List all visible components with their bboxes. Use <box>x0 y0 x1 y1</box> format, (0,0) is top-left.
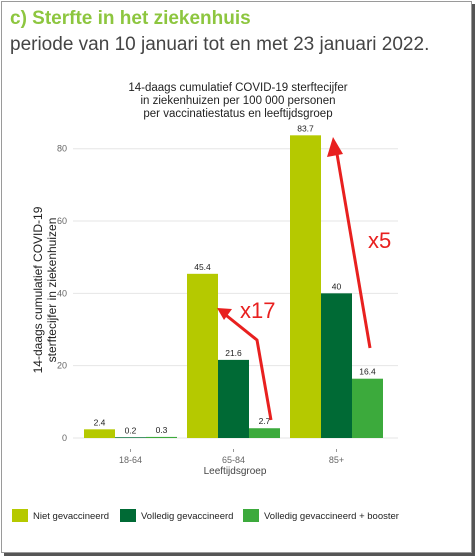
bar-value-label: 16.4 <box>359 367 376 377</box>
x-tick-label: 18-64 <box>119 455 142 465</box>
annotation-arrows <box>217 137 372 421</box>
bar <box>352 378 383 438</box>
arrow-x17-line <box>221 310 273 421</box>
legend-label-not-vaccinated: Niet gevaccineerd <box>33 511 109 522</box>
bar-value-label: 0.2 <box>125 425 137 435</box>
y-tick-label: 0 <box>62 433 67 443</box>
bar <box>84 429 115 438</box>
arrow-x5-head <box>327 137 343 157</box>
y-tick-label: 20 <box>57 361 67 371</box>
bar-value-label: 40 <box>332 281 342 291</box>
y-axis-label-line-1: 14-daags cumulatief COVID-19 <box>31 206 45 373</box>
bar <box>290 135 321 438</box>
bar-value-label: 83.7 <box>297 123 314 133</box>
y-tick-label: 40 <box>57 288 67 298</box>
legend-label-booster: Volledig gevaccineerd + booster <box>264 511 399 522</box>
x-tick-label: 85+ <box>329 455 344 465</box>
x-tick-label: 65-84 <box>222 455 245 465</box>
x-axis-label: Leeftijdsgroep <box>204 466 267 477</box>
legend-swatch-booster <box>243 509 259 522</box>
bar <box>115 437 146 438</box>
bar <box>187 273 218 438</box>
bars <box>84 135 383 438</box>
y-tick-label: 60 <box>57 216 67 226</box>
chart-title-line-3: per vaccinatiestatus en leeftijdsgroep <box>143 108 332 120</box>
legend-swatch-fully-vaccinated <box>120 509 136 522</box>
bar-value-label: 2.7 <box>259 416 271 426</box>
bar <box>146 436 177 438</box>
annotation-x17: x17 <box>240 298 275 323</box>
bar-value-label: 0.3 <box>156 425 168 435</box>
arrow-x5-line <box>334 147 372 349</box>
legend-swatch-not-vaccinated <box>12 509 28 522</box>
legend: Niet gevaccineerd Volledig gevaccineerd … <box>12 509 399 522</box>
bar-value-label: 2.4 <box>94 417 106 427</box>
y-axis-label-line-2: sterftecijfer in ziekenhuizen <box>45 218 59 363</box>
bar <box>321 293 352 438</box>
section-title: c) Sterfte in het ziekenhuis <box>10 8 251 29</box>
legend-label-fully-vaccinated: Volledig gevaccineerd <box>141 511 233 522</box>
y-tick-label: 80 <box>57 144 67 154</box>
bar <box>218 359 249 438</box>
period-subtitle: periode van 10 januari tot en met 23 jan… <box>10 34 430 55</box>
bar-value-label: 45.4 <box>194 262 211 272</box>
data-labels: 18-64 2.4 0.2 0.3 65-84 45.4 21.6 2.7 85+ 83.7 40 1… <box>94 123 376 465</box>
bar <box>249 428 280 438</box>
chart-title-line-1: 14-daags cumulatief COVID-19 sterftecijf… <box>128 82 347 94</box>
chart-title-line-2: in ziekenhuizen per 100 000 personen <box>140 95 335 107</box>
bar-value-label: 21.6 <box>225 348 242 358</box>
arrow-x17-head <box>217 308 232 320</box>
annotation-x5: x5 <box>368 228 391 253</box>
